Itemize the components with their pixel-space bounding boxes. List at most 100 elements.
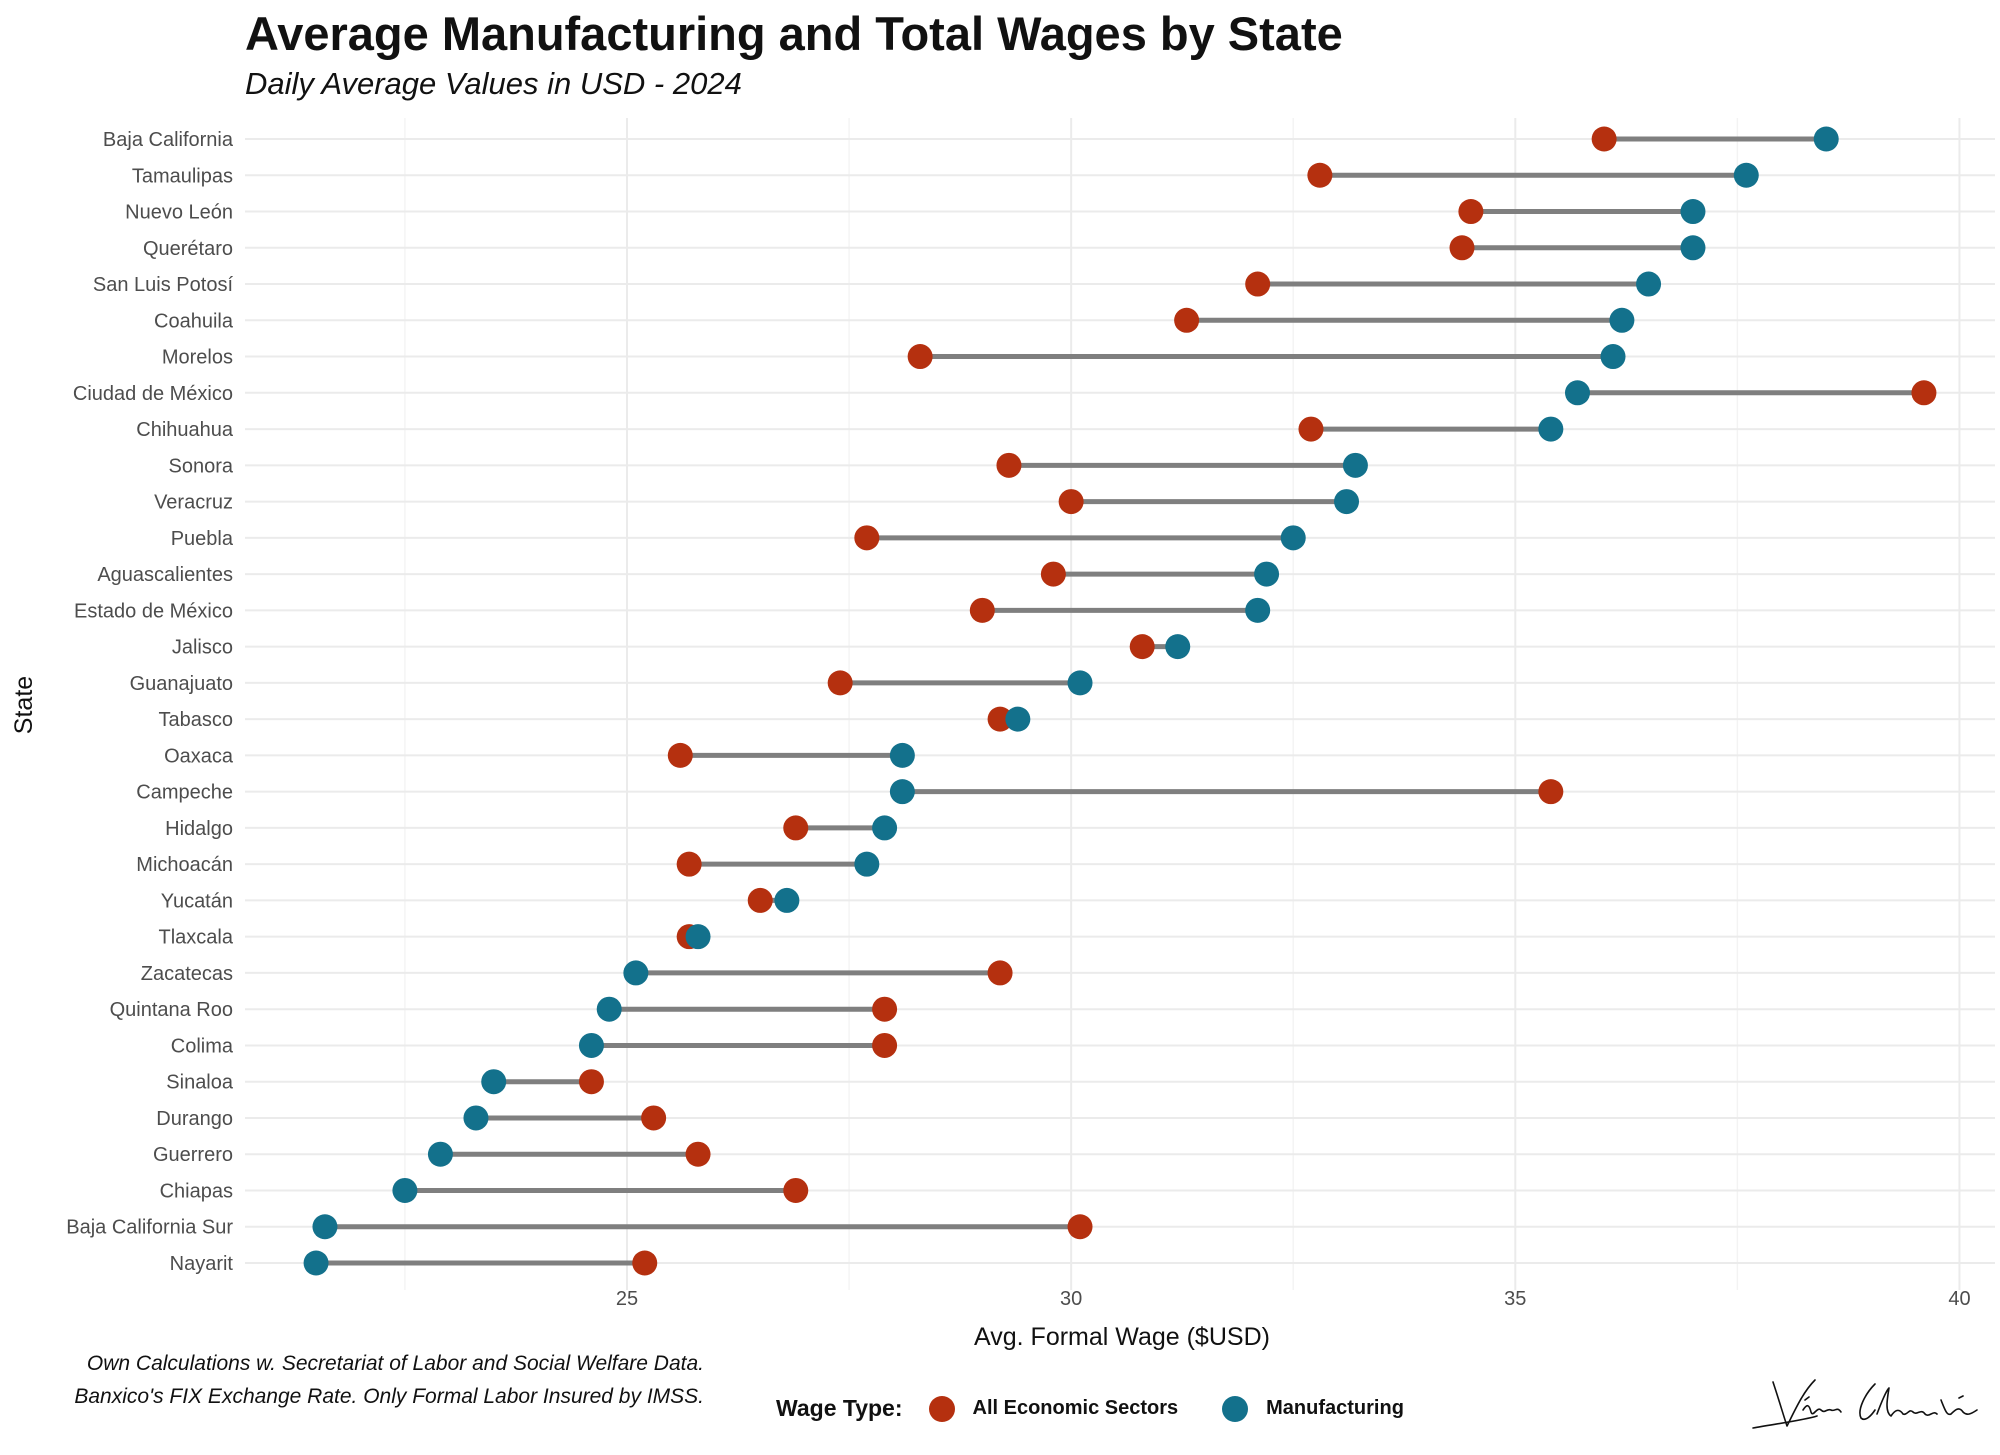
legend-item-manufacturing: Manufacturing <box>1222 1395 1404 1422</box>
point-manufacturing <box>578 1032 604 1058</box>
wage-gap-segments <box>316 136 1924 1266</box>
y-tick-label-state: Coahuila <box>154 310 234 332</box>
y-tick-label-state: Nayarit <box>170 1253 234 1275</box>
point-manufacturing <box>623 960 649 986</box>
y-tick-label-state: Estado de México <box>74 600 233 622</box>
point-manufacturing <box>312 1214 338 1240</box>
point-manufacturing <box>889 742 915 768</box>
point-all-sectors <box>1307 162 1333 188</box>
point-manufacturing <box>1538 416 1564 442</box>
y-axis-tick-labels: Baja California Tamaulipas Nuevo León Queré… <box>66 129 234 1275</box>
legend-label-all-sectors: All Economic Sectors <box>972 1397 1179 1419</box>
y-tick-label-state: Tlaxcala <box>159 927 234 949</box>
point-all-sectors <box>641 1105 667 1131</box>
y-tick-label-state: Oaxaca <box>164 745 234 767</box>
point-manufacturing <box>889 779 915 805</box>
point-all-sectors <box>872 1032 898 1058</box>
y-tick-label-state: Chiapas <box>160 1180 233 1202</box>
point-manufacturing <box>1600 344 1626 370</box>
point-all-sectors <box>987 960 1013 986</box>
y-tick-label-state: Guerrero <box>153 1144 233 1166</box>
point-manufacturing <box>1342 452 1368 478</box>
point-all-sectors <box>1458 199 1484 225</box>
point-manufacturing <box>1334 489 1360 515</box>
point-manufacturing <box>427 1141 453 1167</box>
point-manufacturing <box>392 1177 418 1203</box>
y-tick-label-state: Campeche <box>136 782 233 804</box>
point-all-sectors <box>1040 561 1066 587</box>
chart-subtitle: Daily Average Values in USD - 2024 <box>245 66 742 101</box>
point-manufacturing <box>303 1250 329 1276</box>
point-all-sectors <box>685 1141 711 1167</box>
y-tick-label-state: Jalisco <box>172 637 233 659</box>
legend-item-all-sectors: All Economic Sectors <box>928 1395 1179 1422</box>
y-tick-label-state: Chihuahua <box>136 419 234 441</box>
y-tick-label-state: Morelos <box>162 347 233 369</box>
point-manufacturing <box>1733 162 1759 188</box>
point-all-sectors <box>872 996 898 1022</box>
y-tick-label-state: Durango <box>156 1108 233 1130</box>
point-all-sectors <box>1298 416 1324 442</box>
legend-title: Wage Type: <box>776 1395 903 1421</box>
y-axis-title: State <box>10 676 38 734</box>
point-all-sectors <box>667 742 693 768</box>
point-manufacturing <box>1564 380 1590 406</box>
point-manufacturing <box>1067 670 1093 696</box>
point-all-sectors <box>1174 307 1200 333</box>
point-manufacturing <box>1680 199 1706 225</box>
point-all-sectors <box>1129 634 1155 660</box>
point-manufacturing <box>1245 597 1271 623</box>
point-manufacturing <box>854 851 880 877</box>
y-tick-label-state: Tamaulipas <box>132 165 233 187</box>
legend: Wage Type: All Economic Sectors Manufact… <box>776 1395 1448 1422</box>
x-axis-tick-labels: 25 30 35 40 <box>616 1288 1971 1310</box>
point-all-sectors <box>1058 489 1084 515</box>
y-tick-label-state: Baja California <box>103 129 234 151</box>
point-manufacturing <box>1680 235 1706 261</box>
point-manufacturing <box>1813 126 1839 152</box>
y-tick-label-state: Tabasco <box>159 709 234 731</box>
point-manufacturing <box>1280 525 1306 551</box>
y-tick-label-state: Hidalgo <box>165 818 233 840</box>
signature-image <box>1752 1379 1978 1429</box>
x-tick-label: 40 <box>1948 1288 1970 1310</box>
wage-points <box>303 126 1937 1276</box>
y-tick-label-state: Colima <box>171 1035 234 1057</box>
chart-title: Average Manufacturing and Total Wages by… <box>245 7 1343 60</box>
point-manufacturing <box>872 815 898 841</box>
point-manufacturing <box>1254 561 1280 587</box>
point-manufacturing <box>1636 271 1662 297</box>
point-all-sectors <box>1245 271 1271 297</box>
caption-line-2: Banxico's FIX Exchange Rate. Only Formal… <box>74 1385 704 1408</box>
x-tick-label: 25 <box>616 1288 638 1310</box>
y-tick-label-state: Quintana Roo <box>110 999 233 1021</box>
legend-dot-all-sectors <box>928 1395 955 1422</box>
point-all-sectors <box>996 452 1022 478</box>
y-tick-label-state: Michoacán <box>136 854 233 876</box>
point-manufacturing <box>1165 634 1191 660</box>
legend-dot-manufacturing <box>1222 1395 1249 1422</box>
point-all-sectors <box>632 1250 658 1276</box>
point-all-sectors <box>783 815 809 841</box>
y-tick-label-state: Sonora <box>169 455 234 477</box>
y-tick-label-state: Zacatecas <box>141 963 233 985</box>
point-all-sectors <box>969 597 995 623</box>
y-tick-label-state: Sinaloa <box>166 1072 234 1094</box>
point-all-sectors <box>907 344 933 370</box>
y-tick-label-state: Guanajuato <box>130 673 233 695</box>
y-tick-label-state: San Luis Potosí <box>93 274 234 296</box>
point-manufacturing <box>596 996 622 1022</box>
point-all-sectors <box>1911 380 1937 406</box>
y-tick-label-state: Puebla <box>171 528 234 550</box>
point-all-sectors <box>783 1177 809 1203</box>
y-tick-label-state: Yucatán <box>161 890 233 912</box>
legend-label-manufacturing: Manufacturing <box>1266 1397 1404 1419</box>
point-all-sectors <box>1067 1214 1093 1240</box>
y-tick-label-state: Veracruz <box>154 492 233 514</box>
point-all-sectors <box>1538 779 1564 805</box>
point-all-sectors <box>987 706 1013 732</box>
point-all-sectors <box>676 851 702 877</box>
point-all-sectors <box>854 525 880 551</box>
y-tick-label-state: Aguascalientes <box>97 564 233 586</box>
